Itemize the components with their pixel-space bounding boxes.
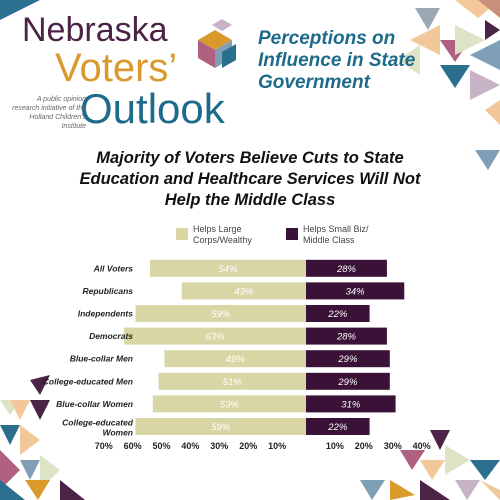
category-label: Democrats <box>89 331 133 341</box>
top-left-triangles <box>0 0 40 20</box>
bottom-left-triangles <box>0 375 85 500</box>
data-label-small-biz: 34% <box>346 286 366 297</box>
brand-tagline: A public opinion research initiative of … <box>12 96 86 130</box>
bar-large-corps <box>123 327 307 345</box>
axis-tick-right: 30% <box>384 441 402 451</box>
axis-tick-left: 20% <box>239 441 257 451</box>
top-right-triangles <box>398 0 500 170</box>
bar-small-biz <box>306 372 390 390</box>
data-label-small-biz: 22% <box>327 422 348 433</box>
category-label: Independents <box>78 309 134 319</box>
legend-swatch-small-biz <box>286 228 298 240</box>
legend-swatch-large-corps <box>176 228 188 240</box>
legend-label-large-corps: Helps Large Corps/Wealthy <box>193 224 252 245</box>
bar-small-biz <box>306 282 405 300</box>
category-label: College-educated Men <box>43 376 133 386</box>
data-label-small-biz: 29% <box>337 377 358 388</box>
data-label-small-biz: 29% <box>337 354 358 365</box>
bar-small-biz <box>306 350 390 368</box>
brand-nebraska: Nebraska <box>22 11 168 49</box>
category-label: Blue-collar Women <box>56 399 133 409</box>
bar-small-biz <box>306 418 370 435</box>
axis-tick-right: 10% <box>326 441 344 451</box>
data-label-large-corps: 53% <box>220 399 240 410</box>
bar-large-corps <box>135 305 306 322</box>
perceptions-title: Perceptions on Influence in State Govern… <box>258 28 416 93</box>
axis-tick-left: 60% <box>124 441 142 451</box>
bar-large-corps <box>181 282 306 300</box>
data-label-large-corps: 51% <box>223 377 243 388</box>
category-label: Blue-collar Men <box>70 354 133 364</box>
axis-tick-left: 40% <box>181 441 199 451</box>
data-label-large-corps: 43% <box>234 286 254 297</box>
category-label: Republicans <box>82 286 133 296</box>
axis-tick-left: 50% <box>152 441 170 451</box>
bar-large-corps <box>164 350 306 368</box>
data-label-large-corps: 54% <box>218 264 238 275</box>
brand-outlook: Outlook <box>80 85 225 132</box>
bar-small-biz <box>306 305 370 322</box>
data-label-large-corps: 59% <box>211 309 231 320</box>
data-label-small-biz: 22% <box>327 309 348 320</box>
axis-tick-left: 30% <box>210 441 228 451</box>
bar-large-corps <box>158 372 306 390</box>
axis-tick-left: 10% <box>268 441 286 451</box>
data-label-small-biz: 28% <box>336 264 357 275</box>
brand-voters: Voters’ <box>55 46 178 90</box>
bar-large-corps <box>152 395 306 413</box>
category-label: College-educated <box>62 418 134 428</box>
category-label: Women <box>102 428 133 438</box>
axis-tick-right: 40% <box>413 441 431 451</box>
data-label-large-corps: 49% <box>226 354 246 365</box>
axis-tick-right: 20% <box>355 441 373 451</box>
axis-tick-left: 70% <box>95 441 113 451</box>
data-label-small-biz: 28% <box>336 332 357 343</box>
bar-large-corps <box>149 259 306 277</box>
data-label-large-corps: 63% <box>205 332 225 343</box>
data-label-large-corps: 59% <box>211 422 231 433</box>
logo-cube-icon <box>198 19 236 68</box>
bar-small-biz <box>306 259 387 277</box>
legend-label-small-biz: Helps Small Biz/ Middle Class <box>303 224 369 245</box>
bottom-right-triangles <box>360 430 500 500</box>
data-label-small-biz: 31% <box>341 399 361 410</box>
category-label: All Voters <box>93 263 134 273</box>
bar-large-corps <box>135 418 306 435</box>
bar-small-biz <box>306 395 396 413</box>
bar-small-biz <box>306 327 387 345</box>
chart-title: Majority of Voters Believe Cuts to State… <box>79 149 421 209</box>
